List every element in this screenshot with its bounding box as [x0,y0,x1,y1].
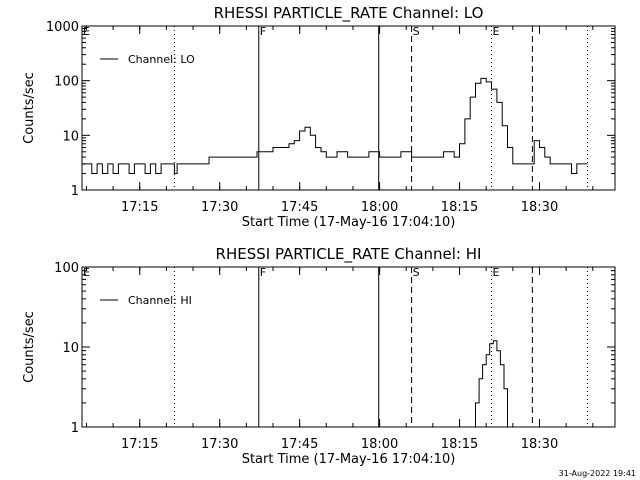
y-axis-label: Counts/sec [22,72,37,144]
x-tick-label: 18:30 [521,437,558,452]
x-tick-label: 18:15 [441,200,478,215]
event-label: E [83,25,90,38]
x-tick-label: 17:15 [121,200,158,215]
x-tick-label: 18:15 [441,437,478,452]
x-tick-label: 18:00 [361,200,398,215]
event-label: E [493,266,500,279]
x-axis-label: Start Time (17-May-16 17:04:10) [242,215,456,230]
series-line-channel-hi [472,340,508,428]
y-tick-label: 1 [71,184,79,199]
x-tick-label: 18:00 [361,437,398,452]
legend-label: Channel: HI [128,294,192,307]
x-tick-label: 17:45 [281,437,318,452]
plot-frame [81,266,616,428]
y-tick-label: 10 [62,129,79,144]
event-label: F [260,25,266,38]
chart-title: RHESSI PARTICLE_RATE Channel: HI [216,245,482,264]
x-tick-label: 17:30 [201,200,238,215]
x-tick-label: 17:45 [281,200,318,215]
event-label: E [83,266,90,279]
event-label: S [413,25,420,38]
y-axis-label: Counts/sec [22,311,37,383]
plot-frame [81,25,616,191]
y-tick-label: 100 [54,261,79,276]
event-label: E [493,25,500,38]
x-tick-label: 17:30 [201,437,238,452]
footer-timestamp: 31-Aug-2022 19:41 [559,469,636,478]
event-label: F [260,266,266,279]
y-tick-label: 1 [71,421,79,436]
event-label: S [413,266,420,279]
chart-title: RHESSI PARTICLE_RATE Channel: LO [214,4,484,23]
y-tick-label: 1000 [46,20,79,35]
legend-label: Channel: LO [128,53,195,66]
x-tick-label: 17:15 [121,437,158,452]
y-tick-label: 100 [54,75,79,90]
y-tick-label: 10 [62,341,79,356]
series-line-channel-lo [82,77,588,174]
x-tick-label: 18:30 [521,200,558,215]
x-axis-label: Start Time (17-May-16 17:04:10) [242,452,456,467]
